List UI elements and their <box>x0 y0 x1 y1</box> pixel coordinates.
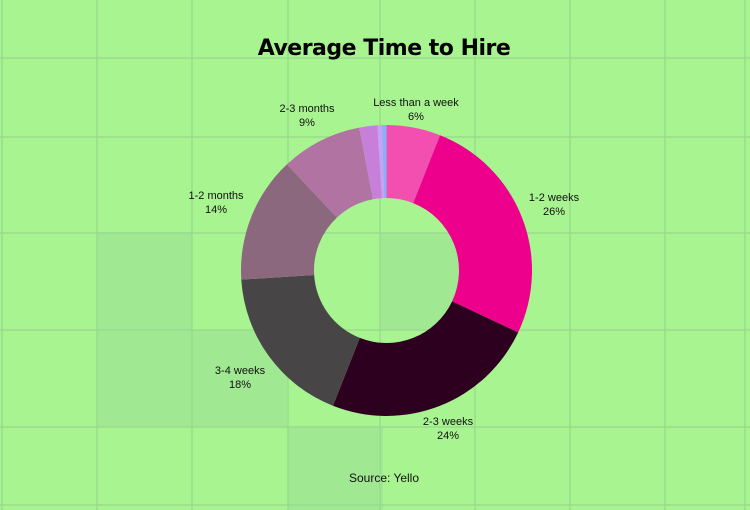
donut-slice-1-2-weeks <box>413 135 532 333</box>
slice-label-less-than-a-week: Less than a week 6% <box>373 97 459 123</box>
chart-title: Average Time to Hire <box>257 36 511 61</box>
chart-source: Source: Yello <box>348 471 420 485</box>
donut-slice-2-3-months <box>286 127 373 218</box>
donut-slice-unlabeled-8 <box>381 125 387 199</box>
donut-slice-1-2-months <box>241 164 337 280</box>
slice-label-1-2-months: 1-2 months 14% <box>188 190 244 216</box>
donut-slice-less-than-a-week <box>386 125 441 204</box>
slice-label-1-2-weeks: 1-2 weeks 26% <box>528 192 580 218</box>
donut-slice-2-3-weeks <box>332 301 519 416</box>
slice-label-2-3-months: 2-3 months 9% <box>279 103 335 129</box>
donut-slice-3-4-weeks <box>241 275 360 406</box>
donut-slice-unlabeled-6 <box>359 125 382 200</box>
slice-label-2-3-weeks: 2-3 weeks 24% <box>422 416 474 442</box>
slice-label-3-4-weeks: 3-4 weeks 18% <box>214 365 266 391</box>
grid-shade <box>288 427 383 510</box>
donut-slice-unlabeled-7 <box>377 125 385 199</box>
